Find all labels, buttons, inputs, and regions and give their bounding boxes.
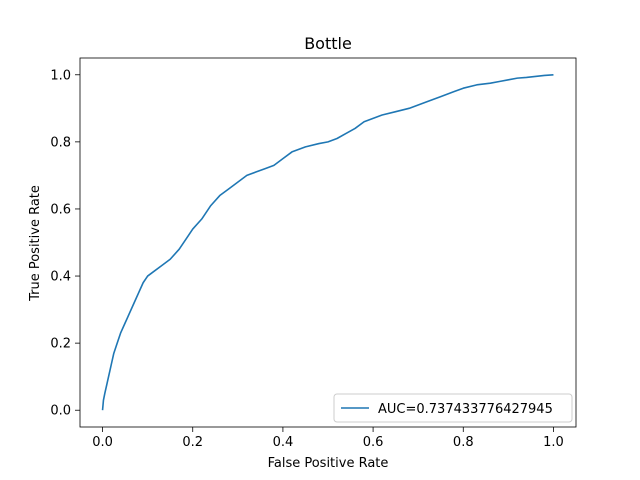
x-tick-label: 0.4 xyxy=(273,435,294,450)
roc-curve-line-0 xyxy=(101,73,554,411)
chart-title: Bottle xyxy=(304,34,352,53)
y-tick-label: 1.0 xyxy=(50,68,71,83)
x-tick-label: 0.0 xyxy=(92,435,113,450)
x-tick-label: 0.8 xyxy=(453,435,474,450)
legend-frame xyxy=(333,393,573,423)
axes-frame xyxy=(79,57,577,428)
legend-entry-label: AUC=0.737433776427945 xyxy=(378,402,553,417)
x-tick-label: 0.6 xyxy=(363,435,384,450)
plot-area xyxy=(79,57,577,428)
y-axis-label: True Positive Rate xyxy=(28,185,43,302)
x-axis-ticks: 0.0 0.2 0.4 0.6 0.8 1.0 xyxy=(92,427,564,450)
x-axis-label: False Positive Rate xyxy=(268,456,389,471)
legend: AUC=0.737433776427945 xyxy=(333,393,573,423)
y-tick-label: 0.2 xyxy=(50,337,71,352)
y-tick-label: 0.4 xyxy=(50,270,71,285)
y-tick-label: 0.8 xyxy=(50,135,71,150)
x-tick-label: 0.2 xyxy=(182,435,203,450)
y-tick-label: 0.6 xyxy=(50,202,71,217)
x-tick-label: 1.0 xyxy=(543,435,564,450)
y-tick-label: 0.0 xyxy=(50,404,71,419)
y-axis-ticks: 0.0 0.2 0.4 0.6 0.8 1.0 xyxy=(50,68,80,419)
